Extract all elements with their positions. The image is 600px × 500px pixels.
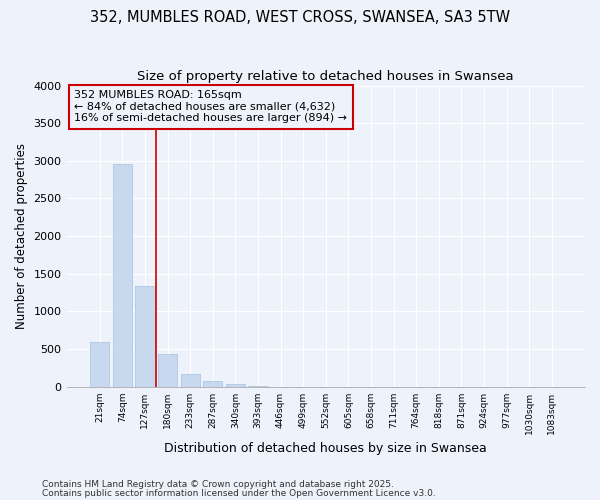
Text: 352, MUMBLES ROAD, WEST CROSS, SWANSEA, SA3 5TW: 352, MUMBLES ROAD, WEST CROSS, SWANSEA, … xyxy=(90,10,510,25)
Bar xyxy=(136,286,155,386)
Bar xyxy=(113,164,132,386)
Y-axis label: Number of detached properties: Number of detached properties xyxy=(15,143,28,329)
Bar xyxy=(158,354,177,386)
Title: Size of property relative to detached houses in Swansea: Size of property relative to detached ho… xyxy=(137,70,514,83)
X-axis label: Distribution of detached houses by size in Swansea: Distribution of detached houses by size … xyxy=(164,442,487,455)
Bar xyxy=(226,384,245,386)
Text: Contains HM Land Registry data © Crown copyright and database right 2025.: Contains HM Land Registry data © Crown c… xyxy=(42,480,394,489)
Bar xyxy=(203,380,223,386)
Bar xyxy=(181,374,200,386)
Text: 352 MUMBLES ROAD: 165sqm
← 84% of detached houses are smaller (4,632)
16% of sem: 352 MUMBLES ROAD: 165sqm ← 84% of detach… xyxy=(74,90,347,124)
Bar xyxy=(90,342,109,386)
Text: Contains public sector information licensed under the Open Government Licence v3: Contains public sector information licen… xyxy=(42,488,436,498)
